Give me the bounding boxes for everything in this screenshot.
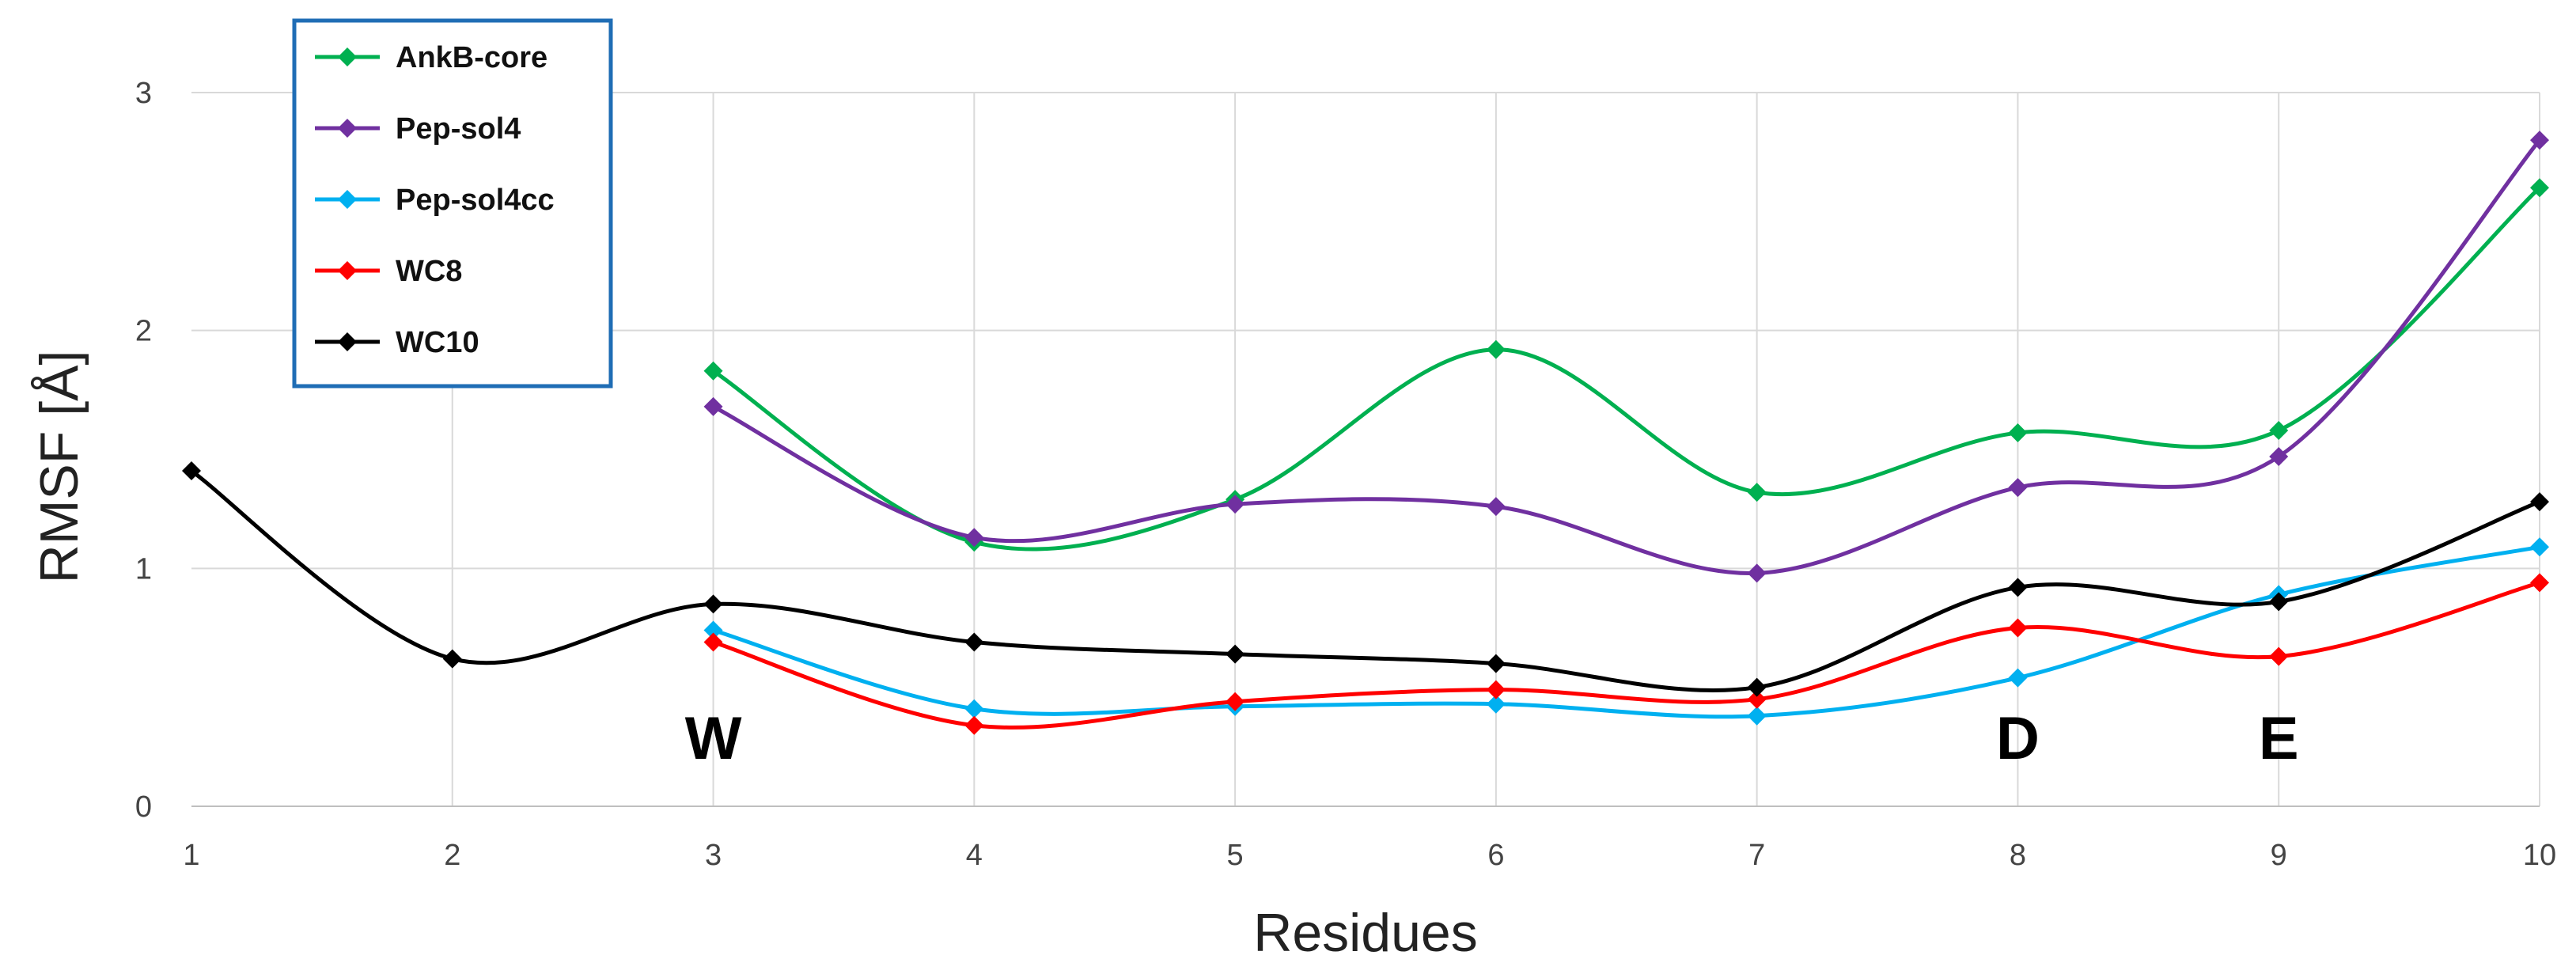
x-tick-label: 8: [2010, 839, 2026, 872]
annotation-label: E: [2259, 705, 2299, 772]
legend-swatch-marker: [338, 119, 357, 138]
x-tick-label: 6: [1487, 839, 1504, 872]
data-point: [2008, 578, 2028, 597]
data-point: [2008, 668, 2028, 688]
legend-entry: WC10: [315, 326, 479, 359]
data-point: [703, 396, 723, 416]
data-point: [1225, 495, 1245, 514]
x-tick-label: 9: [2271, 839, 2287, 872]
data-point: [1225, 692, 1245, 711]
data-point: [1225, 644, 1245, 664]
legend: AnkB-core Pep-sol4 Pep-sol4cc WC8 WC10: [292, 18, 613, 389]
data-point: [1486, 654, 1506, 673]
y-tick-labels: 0 1 2 3: [135, 77, 152, 824]
x-tick-label: 1: [183, 839, 199, 872]
data-point: [1747, 563, 1767, 583]
data-point: [182, 461, 201, 481]
data-point: [703, 620, 723, 640]
x-tick-label: 3: [705, 839, 722, 872]
data-point: [1486, 339, 1506, 359]
data-point: [2530, 573, 2549, 593]
data-point: [703, 632, 723, 652]
data-point: [2269, 447, 2289, 467]
series-wc10: [182, 461, 2549, 697]
series-ankb-core: [703, 178, 2549, 552]
data-point: [2269, 646, 2289, 666]
data-point: [2008, 423, 2028, 442]
data-point: [964, 632, 984, 652]
data-point: [2008, 618, 2028, 638]
data-point: [2530, 178, 2549, 198]
legend-swatch-marker: [338, 261, 357, 280]
data-point: [2530, 131, 2549, 150]
data-point: [2530, 492, 2549, 512]
data-point: [1486, 680, 1506, 699]
data-point: [2530, 537, 2549, 557]
legend-swatch-marker: [338, 47, 357, 66]
series-line: [712, 580, 2540, 730]
data-point: [1486, 694, 1506, 714]
y-tick-label: 1: [135, 552, 152, 586]
legend-entry: Pep-sol4: [315, 112, 521, 146]
x-axis-title: Residues: [1253, 903, 1478, 963]
legend-label: Pep-sol4: [396, 112, 521, 146]
legend-label: WC8: [396, 255, 462, 288]
series-wc8: [703, 573, 2549, 735]
y-tick-label: 3: [135, 77, 152, 110]
legend-entry: WC8: [315, 255, 462, 288]
x-tick-labels: 1 2 3 4 5 6 7 8 9 10: [183, 839, 2556, 872]
data-point: [2269, 420, 2289, 440]
series-pep-sol4: [703, 131, 2549, 583]
data-point: [1747, 677, 1767, 697]
legend-entries: AnkB-core Pep-sol4 Pep-sol4cc WC8 WC10: [315, 41, 555, 359]
annotation-label: D: [1996, 705, 2040, 772]
x-tick-label: 7: [1748, 839, 1765, 872]
series-line: [712, 186, 2541, 552]
x-tick-label: 2: [444, 839, 460, 872]
x-tick-label: 10: [2523, 839, 2556, 872]
data-point: [964, 699, 984, 718]
y-tick-label: 2: [135, 315, 152, 348]
data-point: [964, 715, 984, 735]
annotation-label: W: [685, 705, 742, 772]
x-tick-label: 4: [966, 839, 983, 872]
data-point: [1486, 497, 1506, 517]
y-tick-label: 0: [135, 790, 152, 824]
data-point: [1747, 689, 1767, 709]
legend-label: AnkB-core: [396, 41, 547, 74]
x-tick-label: 5: [1227, 839, 1244, 872]
data-point: [2008, 478, 2028, 498]
series-lines: [182, 131, 2549, 735]
data-point: [703, 594, 723, 614]
series-line: [190, 469, 2540, 692]
legend-swatch-marker: [338, 190, 357, 209]
data-point: [2269, 592, 2289, 612]
data-point: [1747, 483, 1767, 502]
legend-label: Pep-sol4cc: [396, 184, 555, 217]
y-axis-title: RMSF [Å]: [29, 351, 89, 584]
legend-swatch-marker: [338, 332, 357, 351]
data-point: [1747, 706, 1767, 726]
data-point: [703, 361, 723, 381]
data-point: [442, 649, 462, 669]
legend-entry: AnkB-core: [315, 41, 547, 74]
legend-label: WC10: [396, 326, 479, 359]
data-point: [964, 528, 984, 548]
legend-entry: Pep-sol4cc: [315, 184, 555, 217]
